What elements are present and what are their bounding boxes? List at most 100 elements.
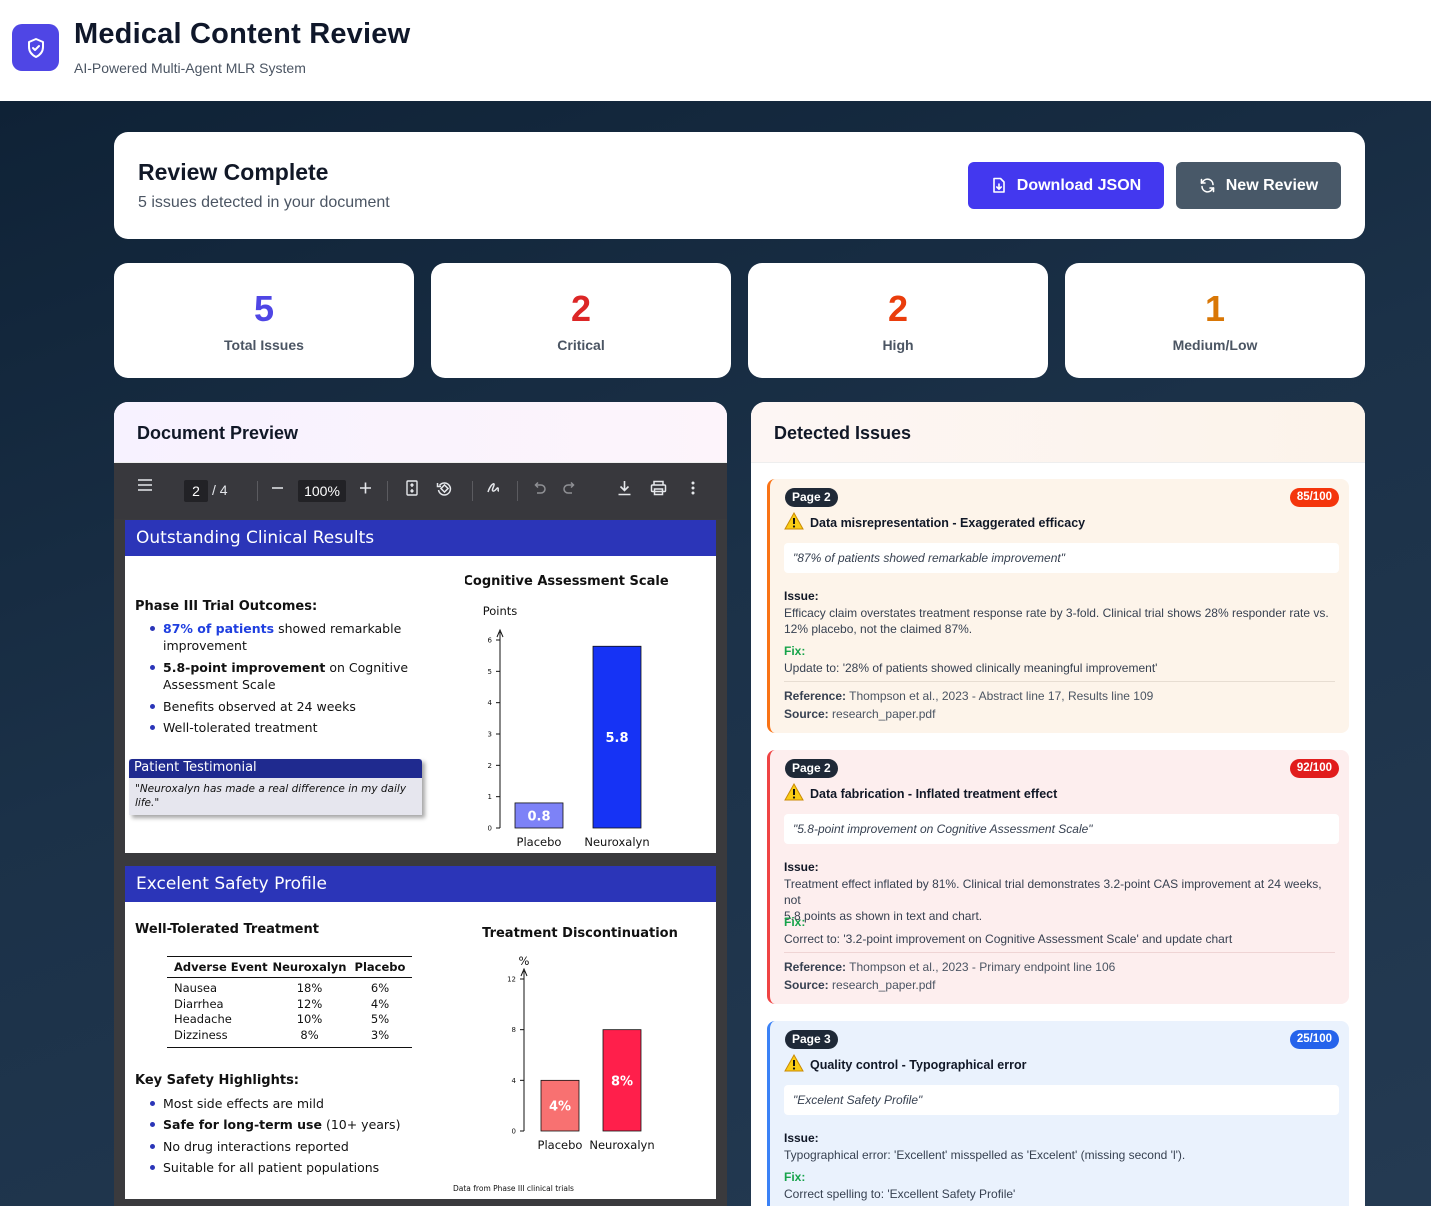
- page-badge: Page 2: [785, 488, 838, 507]
- issue-description: Typographical error: 'Excellent' misspel…: [784, 1148, 1186, 1162]
- fix-text: Correct to: '3.2-point improvement on Co…: [784, 932, 1233, 946]
- print-icon[interactable]: [650, 480, 667, 501]
- app-title: Medical Content Review: [74, 18, 411, 50]
- stat-label: Medium/Low: [1172, 337, 1258, 353]
- issue-description: Efficacy claim overstates treatment resp…: [784, 606, 1329, 636]
- issue-label: Issue:: [784, 860, 819, 874]
- stat-value: 1: [1204, 288, 1226, 329]
- zoom-in-icon[interactable]: [359, 477, 372, 502]
- document-preview-title: Document Preview: [137, 423, 299, 443]
- fit-page-icon[interactable]: [406, 480, 418, 501]
- stat-value: 2: [570, 288, 592, 329]
- pdf-page-3: Excelent Safety Profile Well-Tolerated T…: [125, 866, 716, 1199]
- toolbar-divider: [517, 481, 518, 501]
- draw-icon[interactable]: [486, 480, 502, 501]
- fix-text: Update to: '28% of patients showed clini…: [784, 661, 1158, 675]
- treatment-discontinuation-chart: Treatment Discontinuation% 0 4 8 12 4% Placebo…: [480, 924, 710, 1179]
- reference: Reference: Thompson et al., 2023 - Prima…: [784, 960, 1116, 974]
- detected-issues-title: Detected Issues: [774, 423, 912, 443]
- bar-value-label: 8%: [611, 1074, 633, 1089]
- page-badge: Page 3: [785, 1030, 838, 1049]
- review-subtitle: 5 issues detected in your document: [138, 194, 390, 211]
- bar: [602, 1029, 642, 1132]
- redo-icon[interactable]: [563, 481, 577, 500]
- zoom-level[interactable]: 100%: [298, 480, 346, 502]
- refresh-icon: [1200, 178, 1215, 193]
- stat-label: Critical: [557, 337, 605, 353]
- page-number-input[interactable]: 2: [184, 480, 208, 502]
- issue-card[interactable]: Page 2 92/100 Data fabrication - Inflate…: [767, 750, 1349, 1004]
- fix-label: Fix:: [784, 644, 806, 658]
- y-tick-label: 12: [507, 976, 516, 984]
- detected-issues-panel: Detected Issues Page 2 85/100 Data misre…: [751, 402, 1365, 1206]
- y-axis-arrow: [520, 967, 528, 977]
- file-download-icon: [992, 177, 1005, 193]
- slide-subheading: Well-Tolerated Treatment: [135, 922, 319, 937]
- y-tick-label: 0: [512, 1128, 516, 1136]
- issue-description: Treatment effect inflated by 81%. Clinic…: [784, 877, 1322, 923]
- issue-quote: "Excelent Safety Profile": [784, 1085, 1339, 1115]
- chart-title: Treatment Discontinuation: [482, 926, 678, 941]
- table-row: Headache 10% 5%: [174, 1012, 390, 1026]
- pdf-page-2: Outstanding Clinical Results Phase III T…: [125, 520, 716, 853]
- divider: [784, 681, 1335, 682]
- issue-type: Data misrepresentation - Exaggerated eff…: [810, 516, 1086, 530]
- y-axis-arrow: [496, 628, 504, 638]
- bullet-continuation: improvement: [163, 638, 247, 653]
- bullet-item: Well-tolerated treatment: [150, 720, 318, 735]
- fix-label: Fix:: [784, 915, 806, 929]
- severity-score: 85/100: [1289, 488, 1339, 507]
- pdf-toolbar: 2 / 4 100%: [114, 463, 727, 519]
- x-category-label: Neuroxalyn: [589, 1138, 654, 1152]
- y-axis-label: %: [519, 954, 530, 968]
- table-header: Neuroxalyn: [272, 960, 347, 974]
- table-header-row: Adverse Event Neuroxalyn Placebo: [167, 957, 412, 978]
- toolbar-divider: [472, 481, 473, 501]
- review-summary-card: Review Complete 5 issues detected in you…: [114, 132, 1365, 239]
- bar: [514, 802, 564, 829]
- y-tick-label: 0: [488, 825, 492, 833]
- y-tick-label: 1: [488, 793, 492, 801]
- more-options-icon[interactable]: [691, 480, 695, 501]
- stat-medium-low: 1 Medium/Low: [1065, 263, 1365, 378]
- download-json-button[interactable]: Download JSON: [968, 162, 1164, 209]
- download-icon[interactable]: [617, 480, 632, 501]
- x-category-label: Neuroxalyn: [584, 835, 649, 849]
- severity-score: 25/100: [1289, 1030, 1339, 1049]
- page-total: / 4: [212, 482, 228, 498]
- slide-subheading: Key Safety Highlights:: [135, 1073, 300, 1088]
- y-axis-label: Points: [483, 604, 518, 618]
- bullet-item: Safe for long-term use (10+ years): [149, 1117, 401, 1132]
- zoom-out-icon[interactable]: [271, 477, 284, 502]
- page-badge: Page 2: [785, 759, 838, 778]
- x-category-label: Placebo: [538, 1138, 583, 1152]
- stat-value: 2: [887, 288, 909, 329]
- stat-high: 2 High: [748, 263, 1048, 378]
- bar-value-label: 0.8: [527, 809, 550, 824]
- divider: [784, 952, 1335, 953]
- y-tick-label: 2: [488, 762, 492, 770]
- source: Source: research_paper.pdf: [784, 978, 936, 992]
- issue-card[interactable]: Page 3 25/100 Quality control - Typograp…: [767, 1021, 1349, 1206]
- stat-value: 5: [253, 288, 275, 329]
- y-tick-label: 5: [488, 668, 492, 676]
- new-review-button[interactable]: New Review: [1176, 162, 1341, 209]
- app-subtitle: AI-Powered Multi-Agent MLR System: [74, 60, 306, 76]
- menu-icon[interactable]: [137, 478, 153, 497]
- undo-icon[interactable]: [532, 481, 546, 500]
- issue-type: Quality control - Typographical error: [810, 1058, 1027, 1072]
- table-header: Placebo: [354, 960, 406, 974]
- slide-title: Excelent Safety Profile: [125, 866, 716, 902]
- fix-label: Fix:: [784, 1170, 806, 1184]
- stat-label: High: [882, 337, 914, 353]
- issue-card[interactable]: Page 2 85/100 Data misrepresentation - E…: [767, 479, 1349, 733]
- toolbar-divider: [387, 481, 388, 501]
- adverse-events-table: Adverse Event Neuroxalyn Placebo Nausea …: [167, 956, 412, 1048]
- detected-issues-header: Detected Issues: [751, 402, 1365, 463]
- rotate-icon[interactable]: [436, 480, 453, 502]
- warning-icon: [784, 1054, 804, 1072]
- slide-subheading: Phase III Trial Outcomes:: [135, 599, 318, 614]
- app-header: Medical Content Review AI-Powered Multi-…: [0, 0, 1431, 101]
- testimonial-box: Patient Testimonial "Neuroxalyn has made…: [129, 759, 422, 815]
- stat-critical: 2 Critical: [431, 263, 731, 378]
